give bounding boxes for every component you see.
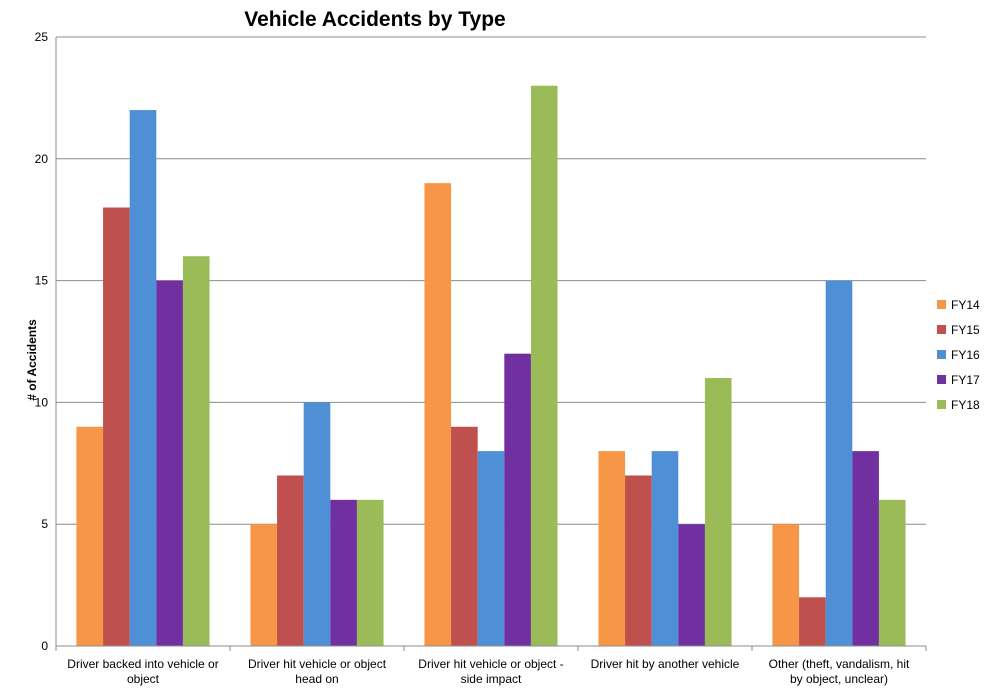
bar-fy18-3: [704, 378, 732, 646]
y-tick-label: 10: [35, 395, 49, 409]
x-category-label: Driver backed into vehicle or: [67, 657, 218, 671]
bar-fy15-1: [277, 475, 304, 646]
legend-label-fy18: FY18: [951, 398, 980, 412]
x-category-label: Driver hit vehicle or object: [248, 657, 387, 671]
y-axis-label: # of Accidents: [25, 319, 39, 401]
bar-fy16-0: [129, 110, 157, 646]
bar-fy18-4: [878, 499, 906, 646]
legend-swatch-fy18: [937, 400, 946, 409]
legend-label-fy15: FY15: [951, 323, 980, 337]
bar-fy14-2: [424, 183, 452, 646]
legend-swatch-fy16: [937, 350, 946, 359]
legend-label-fy14: FY14: [951, 298, 980, 312]
bar-fy17-1: [330, 499, 357, 646]
legend-label-fy17: FY17: [951, 373, 980, 387]
bars: [76, 85, 906, 647]
bar-fy17-4: [852, 451, 879, 646]
y-tick-label: 25: [35, 30, 49, 44]
axes: 0 5 10 15 20 25 Driver backed into vehicle oro…: [35, 30, 927, 686]
bar-fy15-3: [625, 475, 652, 646]
bar-fy18-2: [530, 85, 558, 647]
bar-fy16-1: [303, 402, 331, 646]
x-category-label: object: [127, 672, 160, 686]
bar-fy17-3: [678, 524, 705, 646]
bar-fy15-2: [451, 426, 478, 646]
legend-swatch-fy15: [937, 325, 946, 334]
bar-fy15-4: [799, 597, 826, 646]
x-category-label: Driver hit vehicle or object -: [418, 657, 563, 671]
bar-fy17-0: [156, 280, 183, 646]
bar-fy17-2: [504, 353, 531, 646]
bar-fy16-2: [477, 451, 505, 646]
bar-fy14-3: [598, 451, 626, 646]
x-category-label: Other (theft, vandalism, hit: [769, 657, 910, 671]
bar-fy16-3: [651, 451, 679, 646]
bar-fy14-1: [250, 524, 278, 646]
y-tick-label: 0: [41, 639, 48, 653]
y-tick-label: 20: [35, 152, 49, 166]
bar-fy14-0: [76, 426, 104, 646]
legend-swatch-fy14: [937, 300, 946, 309]
x-category-label: by object, unclear): [790, 672, 888, 686]
legend: FY14 FY15 FY16 FY17 FY18: [937, 298, 980, 412]
bar-fy18-1: [356, 499, 384, 646]
bar-fy18-0: [182, 256, 210, 646]
legend-swatch-fy17: [937, 375, 946, 384]
bar-fy14-4: [772, 524, 800, 646]
y-tick-label: 15: [35, 274, 49, 288]
x-category-label: side impact: [461, 672, 522, 686]
legend-label-fy16: FY16: [951, 348, 980, 362]
y-tick-label: 5: [41, 517, 48, 531]
x-category-label: head on: [295, 672, 338, 686]
bar-fy15-0: [103, 207, 130, 646]
x-category-label: Driver hit by another vehicle: [591, 657, 740, 671]
bar-fy16-4: [825, 280, 853, 646]
chart-title: Vehicle Accidents by Type: [244, 8, 505, 31]
